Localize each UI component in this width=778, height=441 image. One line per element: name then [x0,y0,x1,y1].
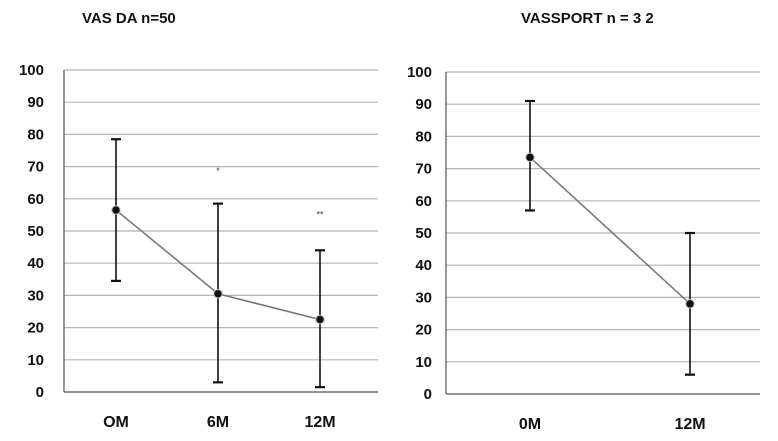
y-tick-label: 100 [407,64,432,81]
y-tick-label: 80 [27,126,44,143]
y-tick-label: 90 [27,94,44,111]
x-tick-label: 6M [207,414,229,431]
data-point [685,299,695,309]
chart-panel-1: VAS DA n=50 0 10 20 30 40 50 60 70 80 90 100 OM 6M 12M… [19,10,378,431]
y-tick-label: 0 [36,384,44,401]
significance-mark: * [216,166,220,176]
y-tick-label: 50 [415,225,432,242]
y-tick-label: 60 [27,191,44,208]
y-tick-label: 50 [27,223,44,240]
x-tick-label: OM [103,414,129,431]
y-tick-label: 80 [415,128,432,145]
y-tick-label: 30 [415,289,432,306]
series-line [529,156,691,305]
x-tick-label: 0M [519,416,541,433]
y-tick-label: 60 [415,193,432,210]
y-tick-label: 0 [424,386,432,403]
significance-mark: ** [316,209,324,219]
y-tick-label: 20 [27,320,44,337]
chart-panel-2: VASSPORT n = 3 2 0 10 20 30 40 50 60 70 80 90 100 0M… [407,10,760,433]
y-tick-label: 100 [19,62,44,79]
data-point [315,314,325,325]
chart-title: VASSPORT n = 3 2 [521,10,654,27]
y-tick-label: 90 [415,96,432,113]
y-tick-label: 70 [415,161,432,178]
x-tick-label: 12M [304,414,335,431]
x-tick-label: 12M [674,416,705,433]
y-tick-label: 20 [415,322,432,339]
data-point [213,289,223,299]
chart-title: VAS DA n=50 [82,10,176,27]
y-tick-label: 40 [27,255,44,272]
y-tick-label: 70 [27,159,44,176]
data-point [111,205,121,215]
y-tick-label: 10 [415,354,432,371]
y-tick-label: 40 [415,257,432,274]
y-tick-label: 30 [27,287,44,304]
data-point [525,152,535,163]
y-tick-label: 10 [27,352,44,369]
